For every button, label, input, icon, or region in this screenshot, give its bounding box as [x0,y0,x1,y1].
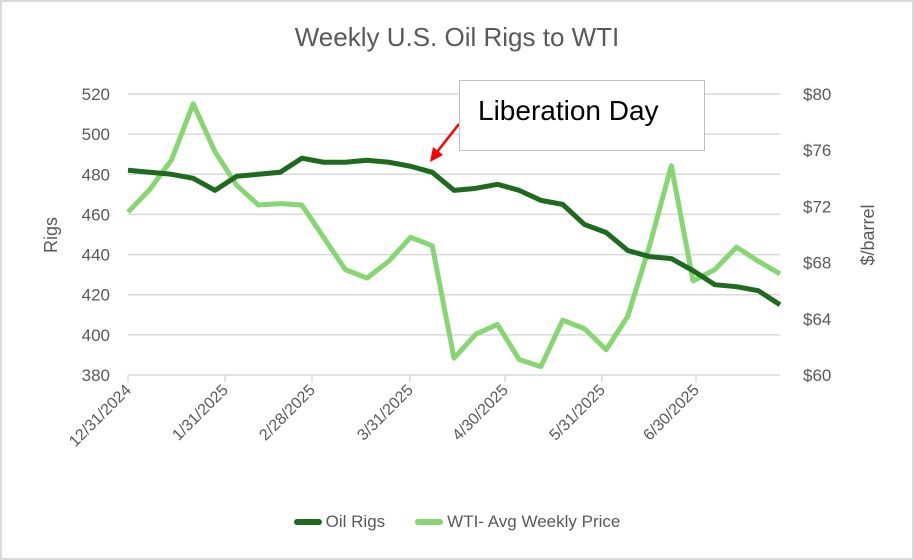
y-left-tick: 420 [82,286,110,305]
legend: Oil Rigs WTI- Avg Weekly Price [0,512,914,532]
y-left-tick: 400 [82,326,110,345]
y-right-tick: $76 [803,141,831,160]
y-left-label: Rigs [41,217,61,253]
legend-item-oil-rigs: Oil Rigs [293,512,386,532]
chart-title: Weekly U.S. Oil Rigs to WTI [294,22,620,52]
y-left-tick: 460 [82,205,110,224]
y-left-tick: 480 [82,165,110,184]
annotation-callout: Liberation Day [459,80,705,151]
y-right-label: $/barrel [858,204,878,265]
legend-item-wti: WTI- Avg Weekly Price [415,512,620,532]
series-oil-rigs-line [127,155,782,307]
x-tick-label: 1/31/2025 [169,382,231,444]
y-right-tick: $72 [803,197,831,216]
legend-label-oil-rigs: Oil Rigs [325,512,386,531]
x-tick-label: 2/28/2025 [256,382,318,444]
x-tick-label: 5/31/2025 [546,382,608,444]
y-right-tick: $64 [803,310,831,329]
y-left-tick: 520 [82,85,110,104]
y-left-tick: 440 [82,246,110,265]
x-tick-label: 6/30/2025 [640,382,702,444]
y-right-tick: $68 [803,254,831,273]
x-tick-label: 3/31/2025 [354,382,416,444]
annotation-arrow [436,123,460,153]
x-tick-label: 12/31/2024 [66,382,135,451]
y-left-tick: 380 [82,366,110,385]
y-left-tick: 500 [82,125,110,144]
arrow-head-icon [430,147,443,162]
annotation-text: Liberation Day [478,95,659,126]
legend-swatch-wti [415,519,444,525]
y-right-tick: $60 [803,366,831,385]
y-right-tick: $80 [803,85,831,104]
legend-swatch-oil-rigs [293,519,322,525]
legend-label-wti: WTI- Avg Weekly Price [447,512,621,531]
x-tick-label: 4/30/2025 [449,382,511,444]
series-wti-line [126,101,782,370]
